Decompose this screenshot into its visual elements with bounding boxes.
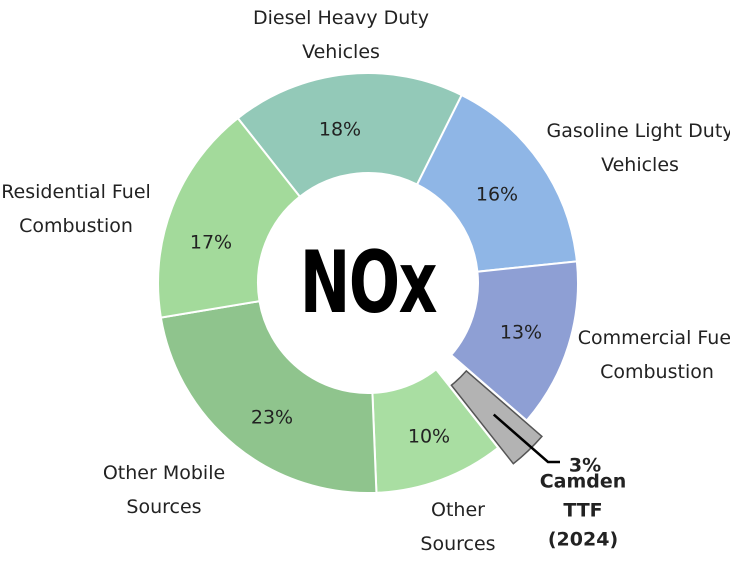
donut-slice	[449, 260, 579, 422]
value-label: 13%	[500, 322, 542, 344]
value-label: 10%	[408, 426, 450, 448]
donut-slice	[415, 93, 578, 273]
category-label: Commercial Fuel Combustion	[577, 327, 730, 383]
category-label: Residential Fuel Combustion	[1, 181, 151, 237]
category-label: Other Mobile Sources	[102, 462, 226, 518]
value-label: 18%	[319, 119, 361, 141]
donut-slice	[159, 300, 378, 494]
value-label: 16%	[476, 184, 518, 206]
value-label: 3%	[568, 454, 602, 477]
category-label: Other Sources	[420, 499, 496, 555]
value-label: 23%	[251, 407, 293, 429]
chart-title: NOx	[299, 233, 438, 333]
category-label: Gasoline Light Duty Vehicles	[546, 120, 730, 176]
donut-slice	[157, 116, 302, 319]
donut-slice	[236, 72, 464, 199]
category-label: Diesel Heavy Duty Vehicles	[252, 7, 430, 63]
leader-line	[492, 413, 560, 464]
value-label: 17%	[190, 232, 232, 254]
category-label: Camden TTF (2024)	[539, 470, 627, 551]
